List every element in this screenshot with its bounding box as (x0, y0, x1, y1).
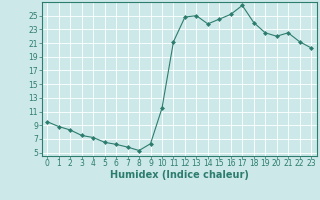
X-axis label: Humidex (Indice chaleur): Humidex (Indice chaleur) (110, 170, 249, 180)
